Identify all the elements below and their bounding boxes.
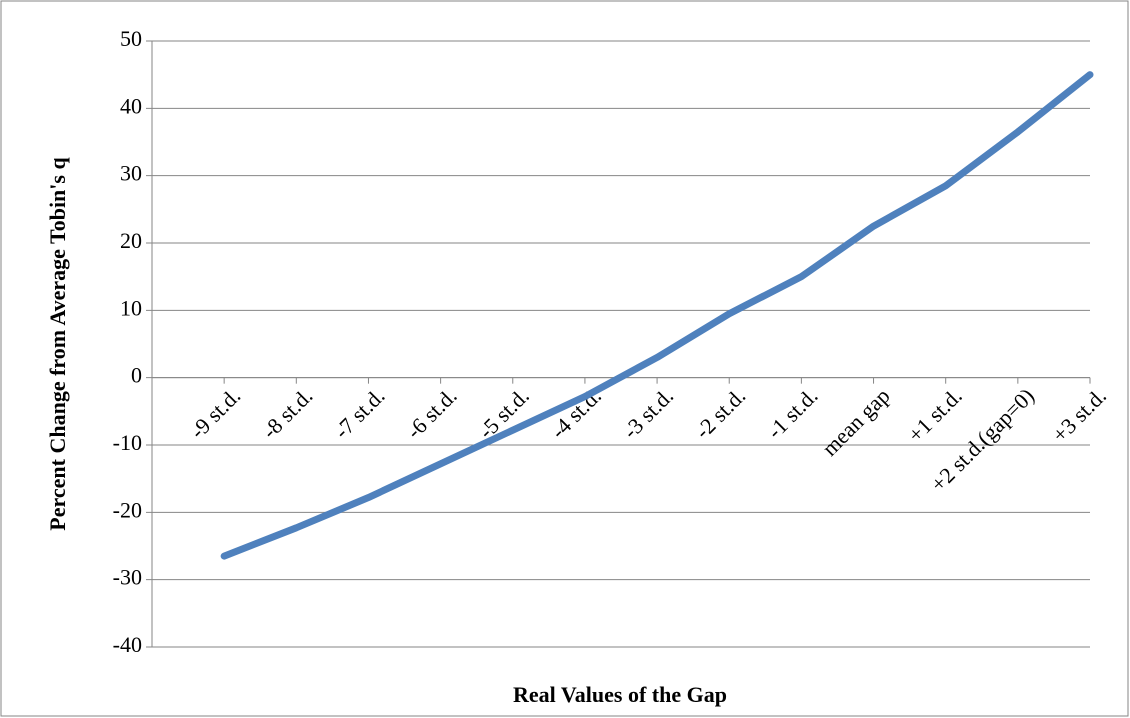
y-tick-label: 50 (120, 26, 142, 51)
y-tick-label: -10 (113, 430, 142, 455)
y-tick-label: 10 (120, 295, 142, 320)
y-tick-label: 20 (120, 228, 142, 253)
y-tick-label: 0 (131, 363, 142, 388)
y-tick-label: 30 (120, 161, 142, 186)
y-tick-label: -20 (113, 497, 142, 522)
y-tick-label: 40 (120, 93, 142, 118)
data-line (220, 71, 1094, 560)
x-axis-title: Real Values of the Gap (513, 682, 727, 707)
y-tick-label: -40 (113, 632, 142, 657)
y-tick-label: -30 (113, 565, 142, 590)
y-axis-title: Percent Change from Average Tobin's q (45, 157, 70, 531)
